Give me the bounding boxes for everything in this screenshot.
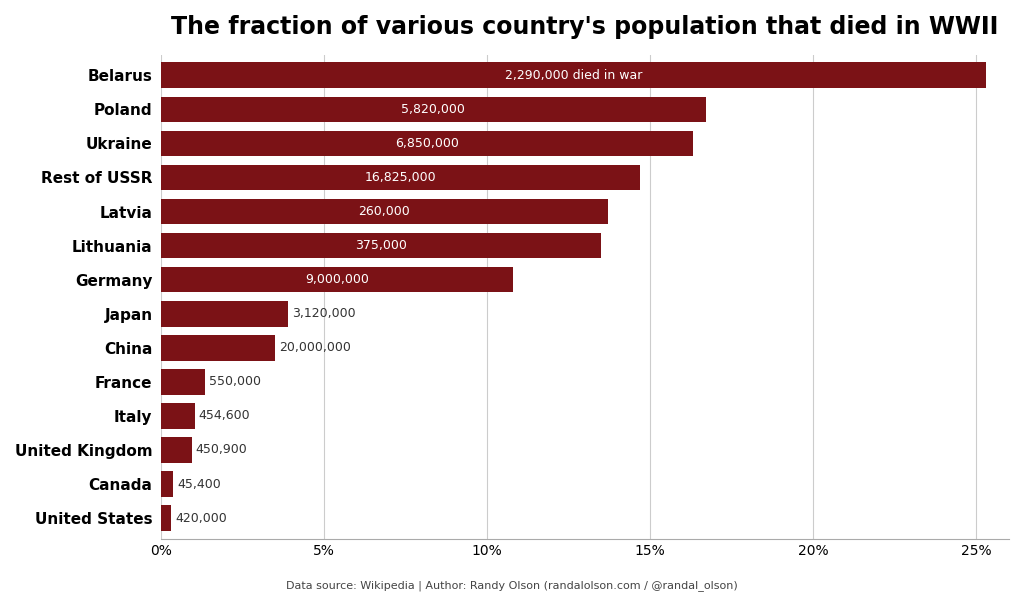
Text: 5,820,000: 5,820,000	[401, 103, 465, 116]
Text: 420,000: 420,000	[175, 512, 227, 525]
Bar	[161, 233, 601, 259]
Bar	[161, 403, 195, 429]
Text: 2,290,000 died in war: 2,290,000 died in war	[505, 69, 642, 82]
Bar	[161, 267, 513, 293]
Text: Data source: Wikipedia | Author: Randy Olson (randalolson.com / @randal_olson): Data source: Wikipedia | Author: Randy O…	[286, 580, 738, 591]
Bar	[161, 437, 191, 463]
Text: 260,000: 260,000	[358, 205, 411, 218]
Bar	[161, 369, 205, 395]
Text: 20,000,000: 20,000,000	[279, 341, 351, 354]
Bar	[161, 505, 171, 531]
Text: 9,000,000: 9,000,000	[305, 273, 369, 286]
Text: 450,900: 450,900	[196, 444, 247, 457]
Text: 375,000: 375,000	[355, 239, 408, 252]
Bar	[161, 199, 608, 224]
Text: 16,825,000: 16,825,000	[365, 171, 436, 184]
Text: 6,850,000: 6,850,000	[395, 137, 459, 150]
Bar	[161, 165, 640, 190]
Title: The fraction of various country's population that died in WWII: The fraction of various country's popula…	[171, 15, 998, 39]
Text: 550,000: 550,000	[209, 376, 261, 389]
Bar	[161, 63, 986, 88]
Bar	[161, 335, 275, 361]
Text: 3,120,000: 3,120,000	[292, 307, 355, 320]
Bar	[161, 301, 288, 327]
Bar	[161, 131, 692, 156]
Text: 454,600: 454,600	[199, 410, 250, 423]
Bar	[161, 471, 173, 497]
Text: 45,400: 45,400	[177, 478, 221, 491]
Bar	[161, 97, 706, 122]
